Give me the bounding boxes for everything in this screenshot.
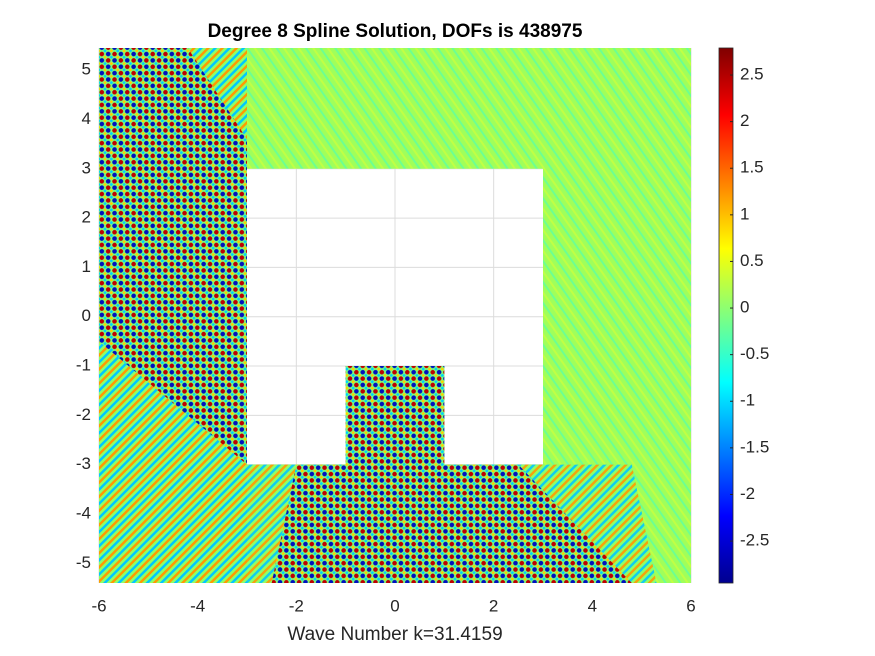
y-tick-label: 4	[82, 109, 91, 128]
y-tick-label: 0	[82, 306, 91, 325]
y-tick-label: 5	[82, 60, 91, 79]
y-tick-label: 3	[82, 158, 91, 177]
colorbar-tick-label: -0.5	[740, 344, 769, 363]
x-axis-label: Wave Number k=31.4159	[287, 624, 502, 645]
x-tick-label: 4	[588, 596, 597, 615]
y-tick-label: -2	[76, 405, 91, 424]
colorbar-tick-label: 0.5	[740, 251, 764, 270]
colorbar-tick-label: 1.5	[740, 158, 764, 177]
x-tick-label: -2	[289, 596, 304, 615]
colorbar-tick-label: -1.5	[740, 437, 769, 456]
y-tick-label: -3	[76, 454, 91, 473]
y-tick-label: 1	[82, 257, 91, 276]
colorbar-tick-label: 1	[740, 204, 749, 223]
y-tick-label: -1	[76, 356, 91, 375]
x-tick-label: -6	[91, 596, 106, 615]
colorbar-tick-label: -1	[740, 391, 755, 410]
x-tick-label: 2	[489, 596, 498, 615]
colorbar-tick-label: -2	[740, 484, 755, 503]
y-tick-label: -5	[76, 553, 91, 572]
colorbar-tick-label: 0	[740, 298, 749, 317]
colorbar-tick-label: 2.5	[740, 65, 764, 84]
colorbar-tick-label: -2.5	[740, 531, 769, 550]
x-tick-label: 0	[390, 596, 399, 615]
x-tick-label: 6	[686, 596, 695, 615]
x-tick-label: -4	[190, 596, 205, 615]
field-slot	[271, 366, 632, 583]
y-tick-label: 2	[82, 208, 91, 227]
colorbar-tick-label: 2	[740, 111, 749, 130]
field-upper-left	[99, 48, 247, 465]
colorbar	[718, 47, 734, 584]
chart-title: Degree 8 Spline Solution, DOFs is 438975	[208, 21, 583, 42]
y-tick-label: -4	[76, 503, 91, 522]
